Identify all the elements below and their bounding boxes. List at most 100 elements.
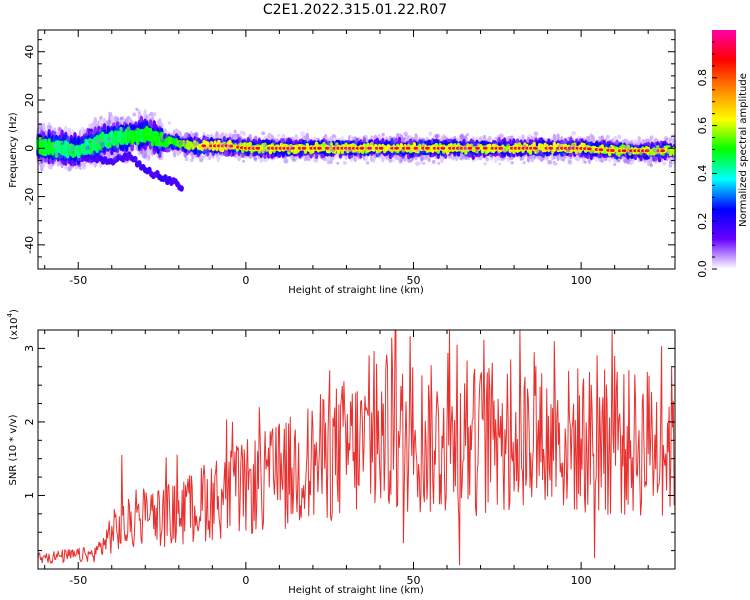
heatmap-core	[200, 143, 667, 154]
heatmap-speckle-dot	[283, 158, 289, 164]
heatmap-speckle-dot	[459, 133, 465, 139]
heatmap-speckle-dot	[66, 136, 71, 141]
heatmap-speckle-dot	[381, 132, 385, 137]
heatmap-peak-core	[498, 146, 504, 150]
heatmap-speckle-dot	[90, 152, 94, 156]
heatmap-peak-core	[660, 149, 665, 153]
heatmap-speckle-dot	[160, 137, 166, 143]
heatmap-speckle-dot	[328, 145, 333, 150]
heatmap-speckle-dot	[526, 136, 531, 141]
snr-y-tick-label: 2	[23, 418, 36, 425]
heatmap-speckle-dot	[671, 136, 676, 141]
heatmap-speckle-dot	[260, 149, 266, 155]
colorbar-ticks: 0.0 0.2 0.4 0.6 0.8	[696, 41, 717, 278]
heatmap-speckle-dot	[475, 142, 480, 147]
snr-x-tick-label: 100	[571, 574, 592, 587]
heatmap-speckle-dot	[285, 137, 289, 142]
heatmap-speckle-dot	[415, 161, 420, 167]
colorbar-tick-label: 0.8	[696, 69, 709, 87]
heatmap-speckle-dot	[398, 160, 403, 165]
heatmap-speckle-dot	[134, 127, 138, 131]
heatmap-speckle-dot	[415, 148, 420, 153]
colorbar-title: Normalized spectral amplitude	[738, 73, 749, 227]
heatmap-speckle-dot	[117, 121, 122, 126]
heatmap-speckle-dot	[549, 150, 553, 153]
heatmap-peak-core	[482, 146, 488, 150]
heatmap-speckle-dot	[261, 131, 266, 136]
heatmap-speckle-dot	[115, 144, 120, 149]
heatmap-speckle-dot	[330, 147, 336, 153]
heatmap-speckle-dot	[66, 166, 73, 172]
snr-multiplier-exp: 4	[6, 312, 14, 317]
heatmap-speckle-dot	[119, 116, 124, 121]
heatmap-speckle-dot	[535, 148, 541, 154]
heatmap-speckle-dot	[370, 152, 374, 156]
heatmap-speckle-dot	[279, 137, 283, 141]
heatmap-speckle-dot	[39, 126, 44, 131]
heatmap-peak-core	[440, 146, 446, 150]
heatmap-speckle-dot	[522, 161, 526, 165]
colorbar-gradient	[712, 30, 736, 269]
heatmap-speckle-dot	[420, 142, 426, 148]
heatmap-speckle-dot	[370, 141, 375, 146]
heatmap-speckle-dot	[469, 138, 475, 144]
heatmap-peak-core	[290, 146, 295, 150]
heatmap-speckle-dot	[54, 152, 59, 157]
heatmap-speckle-dot	[134, 157, 138, 162]
heatmap-speckle-dot	[326, 160, 331, 165]
heatmap-speckle-dot	[58, 153, 64, 159]
heatmap-peak-core	[598, 148, 604, 152]
heatmap-speckle-dot	[313, 152, 318, 157]
heatmap-speckle-dot	[301, 152, 305, 156]
heatmap-speckle-dot	[60, 141, 64, 146]
heatmap-speckle-dot	[461, 135, 466, 140]
heatmap-speckle-dot	[459, 155, 465, 161]
heatmap-speckle-dot	[123, 159, 129, 164]
heatmap-speckle-dot	[500, 156, 506, 162]
heatmap-speckle-dot	[435, 133, 440, 139]
heatmap-speckle-dot	[388, 153, 394, 159]
heatmap-speckle-dot	[510, 160, 514, 165]
heatmap-speckle-dot	[216, 159, 220, 163]
heatmap-speckle-dot	[286, 148, 291, 153]
heatmap-speckle-dot	[249, 152, 255, 158]
heatmap-peak-core	[413, 146, 419, 150]
heatmap-speckle-dot	[88, 140, 92, 144]
heatmap-speckle-dot	[428, 131, 433, 136]
heatmap-speckle-dot	[495, 137, 499, 141]
heatmap-speckle-dot	[106, 119, 112, 125]
heatmap-speckle-dot	[57, 126, 62, 131]
heatmap-speckle-dot	[112, 146, 117, 151]
heatmap-speckle-dot	[494, 141, 499, 146]
heatmap-speckle-dot	[300, 131, 306, 137]
heatmap-speckle-dot	[502, 148, 507, 154]
heatmap-speckle-dot	[342, 160, 347, 165]
heatmap-speckle-dot	[391, 158, 395, 163]
heatmap-speckle-dot	[663, 135, 669, 141]
snr-multiplier-close: )	[9, 309, 20, 313]
heatmap-speckle-dot	[460, 135, 464, 139]
heatmap-speckle-dot	[344, 148, 349, 153]
heatmap-speckle-dot	[51, 143, 57, 149]
heatmap-speckle-dot	[157, 144, 163, 150]
svg-text:(x104): (x104)	[6, 309, 20, 340]
heatmap-speckle-dot	[193, 142, 198, 147]
heatmap-speckle-dot	[242, 137, 246, 141]
spectrogram-x-tick-label: 0	[242, 274, 249, 287]
snr-y-axis-title: SNR (10 * v/v)	[8, 414, 19, 485]
heatmap-speckle-dot	[537, 151, 541, 156]
colorbar-tick-label: 0.4	[696, 165, 709, 183]
heatmap-peak-core	[228, 144, 234, 148]
heatmap-speckle-dot	[65, 138, 71, 143]
heatmap-peak-core	[644, 149, 650, 153]
spectrogram-x-tick-label: -50	[69, 274, 87, 287]
spectrogram-x-axis-title: Height of straight line (km)	[288, 285, 424, 296]
heatmap-speckle-dot	[71, 147, 76, 151]
heatmap-speckle-dot	[483, 144, 487, 149]
heatmap-speckle-dot	[105, 123, 109, 127]
snr-x-tick-label: 0	[242, 574, 249, 587]
heatmap-speckle-dot	[462, 146, 468, 152]
heatmap-speckle-dot	[167, 121, 172, 125]
heatmap-speckle-dot	[668, 163, 673, 168]
heatmap-speckle-dot	[82, 165, 87, 170]
